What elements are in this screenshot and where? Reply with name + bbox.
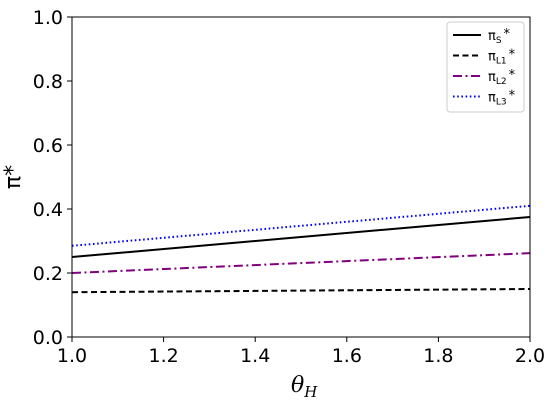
legend-box <box>446 21 525 113</box>
series-line-1 <box>71 216 531 258</box>
x-axis-label: θH <box>291 373 318 401</box>
x-tick-label: 1.2 <box>148 345 178 367</box>
x-tick-label: 1.4 <box>240 345 270 367</box>
series-line-4 <box>71 204 531 247</box>
series-line-2 <box>71 288 531 294</box>
y-tick-label: 0.4 <box>33 199 63 221</box>
legend-label-2: πL1 * <box>488 48 516 67</box>
legend-label-1: πS * <box>488 27 511 46</box>
x-tick-label: 2.0 <box>515 345 545 367</box>
y-tick-label: 1.0 <box>33 7 63 29</box>
x-tick-label: 1.6 <box>332 345 362 367</box>
y-tick-label: 0.0 <box>33 327 63 349</box>
series-line-3 <box>71 252 531 274</box>
legend-label-4: πL3 * <box>488 89 516 108</box>
y-tick-label: 0.6 <box>33 135 63 157</box>
x-tick-label: 1.8 <box>423 345 453 367</box>
x-tick-label: 1.0 <box>57 345 87 367</box>
plot-frame <box>71 16 531 338</box>
y-tick-label: 0.2 <box>33 263 63 285</box>
y-tick-label: 0.8 <box>33 71 63 93</box>
legend-label-3: πL2 * <box>488 68 516 87</box>
y-axis-label: π* <box>1 165 26 189</box>
